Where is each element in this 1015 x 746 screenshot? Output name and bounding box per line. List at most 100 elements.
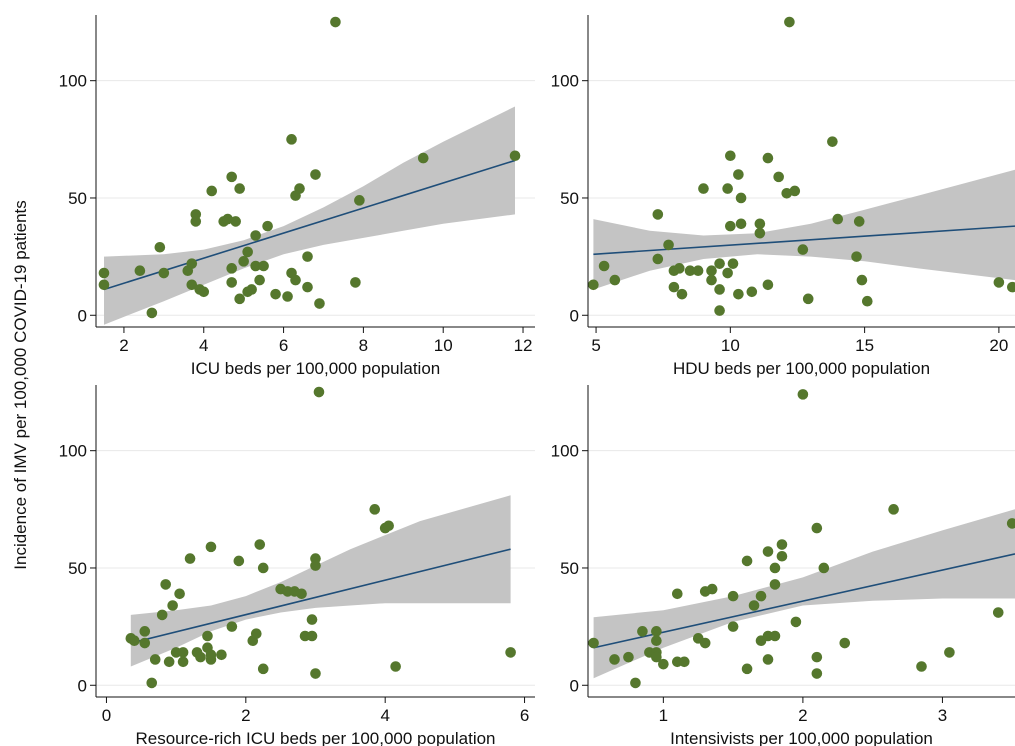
data-point — [762, 279, 774, 291]
y-tick-label: 100 — [551, 72, 579, 91]
data-point — [254, 539, 266, 550]
data-point — [146, 307, 158, 319]
data-point — [250, 628, 262, 639]
data-point — [811, 651, 823, 663]
data-point — [509, 150, 521, 162]
data-point — [417, 152, 429, 164]
data-point — [588, 637, 599, 649]
data-point — [714, 258, 725, 269]
data-point — [226, 621, 238, 632]
data-point — [174, 588, 185, 600]
data-point — [762, 654, 774, 665]
data-point — [652, 253, 664, 265]
data-point — [755, 590, 767, 602]
data-point — [1007, 281, 1015, 293]
data-point — [134, 265, 146, 276]
x-tick-label: 0 — [102, 706, 111, 725]
data-point — [216, 649, 227, 661]
data-point — [186, 279, 198, 291]
data-point — [993, 277, 1005, 288]
plot-content — [103, 106, 516, 325]
data-point — [296, 588, 307, 600]
panel-hdu-beds: 0 50 100 5 10 15 20 HDU beds per 100,000 popula… — [551, 15, 1015, 378]
data-point — [139, 637, 151, 649]
x-tick-label: 10 — [434, 336, 453, 355]
y-tick-label: 100 — [551, 442, 579, 461]
data-point — [234, 183, 245, 194]
data-point — [663, 239, 674, 251]
panel-intensivists: 0 50 100 1 2 3 Intensivists per 100,000 popula… — [551, 385, 1015, 746]
data-point — [262, 220, 273, 232]
data-point — [129, 635, 140, 646]
x-axis-title: Resource-rich ICU beds per 100,000 popul… — [135, 729, 495, 746]
data-point — [652, 209, 664, 220]
fit-line — [593, 553, 1015, 649]
x-tick-label: 2 — [241, 706, 250, 725]
data-point — [651, 626, 662, 637]
data-point — [350, 277, 361, 288]
x-tick-label: 10 — [721, 336, 740, 355]
data-point — [222, 213, 233, 225]
plot-content — [593, 169, 1015, 290]
data-point — [205, 541, 217, 553]
data-point — [722, 183, 733, 194]
data-point — [773, 171, 784, 183]
data-point — [630, 677, 641, 689]
data-point — [818, 562, 830, 574]
data-point — [725, 150, 736, 162]
data-point — [154, 241, 166, 253]
data-point — [637, 626, 648, 637]
data-point — [748, 600, 760, 611]
data-point — [839, 637, 851, 649]
x-tick-label: 4 — [380, 706, 389, 725]
data-point — [692, 265, 704, 276]
data-point — [651, 635, 662, 646]
data-point — [811, 668, 823, 679]
x-tick-label: 5 — [591, 336, 600, 355]
data-point — [790, 616, 802, 628]
data-point — [310, 668, 321, 679]
data-point — [238, 256, 249, 267]
confidence-band — [593, 509, 1015, 679]
data-point — [623, 651, 634, 663]
data-point — [725, 220, 736, 232]
data-point — [944, 647, 955, 658]
data-point — [678, 656, 690, 668]
data-point — [741, 663, 753, 675]
data-point — [270, 288, 281, 300]
x-tick-label: 6 — [279, 336, 288, 355]
x-axis-title: Intensivists per 100,000 population — [670, 729, 933, 746]
x-tick-label: 2 — [119, 336, 128, 355]
data-point — [139, 626, 151, 637]
data-point — [369, 504, 381, 515]
confidence-band — [593, 169, 1015, 290]
data-point — [184, 553, 196, 564]
data-point — [741, 555, 753, 567]
data-point — [733, 169, 744, 180]
data-point — [916, 661, 927, 672]
data-point — [797, 244, 809, 255]
y-tick-label: 0 — [78, 676, 87, 695]
data-point — [198, 286, 210, 298]
data-point — [699, 637, 711, 649]
data-point — [149, 654, 161, 665]
data-point — [769, 630, 781, 642]
y-tick-label: 50 — [68, 559, 87, 578]
data-point — [776, 539, 788, 550]
data-point — [714, 284, 725, 295]
data-point — [258, 260, 269, 272]
data-point — [257, 663, 269, 675]
data-point — [754, 227, 766, 239]
data-point — [735, 218, 747, 230]
data-point — [789, 185, 801, 197]
data-point — [195, 651, 206, 663]
data-point — [314, 298, 325, 309]
data-point — [784, 16, 795, 28]
data-point — [163, 656, 175, 668]
data-point — [306, 630, 318, 642]
data-point — [242, 246, 253, 258]
data-point — [588, 279, 599, 291]
y-tick-label: 50 — [560, 559, 579, 578]
data-point — [658, 658, 669, 670]
data-point — [668, 281, 680, 293]
